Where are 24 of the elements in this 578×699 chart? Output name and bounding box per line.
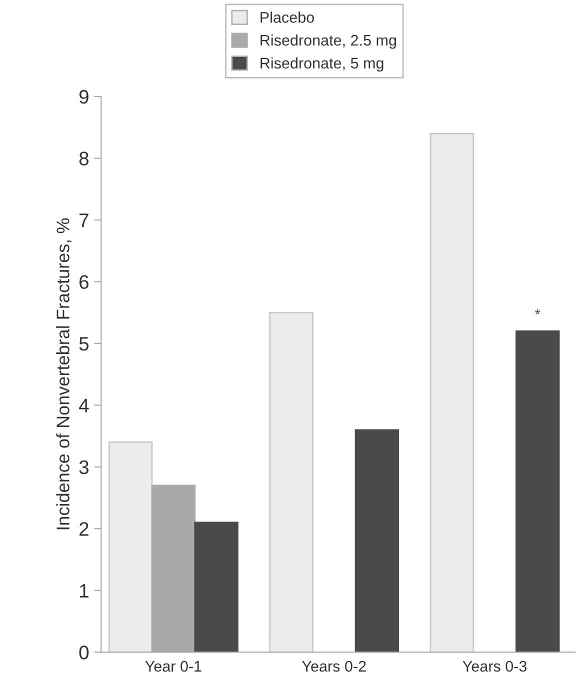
y-tick-label: 0 bbox=[79, 646, 89, 660]
bar bbox=[516, 330, 560, 652]
legend-label: Risedronate, 2.5 mg bbox=[260, 34, 396, 49]
y-tick-label: 5 bbox=[79, 337, 89, 351]
bar bbox=[269, 312, 314, 652]
y-tick-label: 6 bbox=[80, 275, 88, 289]
y-tick-label: 1 bbox=[80, 584, 88, 598]
annotation: * bbox=[534, 309, 540, 314]
y-tick-label: 8 bbox=[79, 152, 88, 166]
legend-label: Risedronate, 5 mg bbox=[260, 57, 384, 72]
y-axis-title: Incidence of Nonvertebral Fractures, % bbox=[56, 218, 72, 530]
bar bbox=[354, 429, 400, 652]
y-tick-label: 9 bbox=[79, 90, 88, 104]
x-tick-label: Years 0-3 bbox=[462, 660, 527, 672]
y-tick-label: 3 bbox=[79, 460, 88, 474]
y-tick-label: 7 bbox=[80, 214, 88, 227]
y-tick-label: 4 bbox=[78, 398, 89, 412]
bar bbox=[194, 522, 238, 652]
bar bbox=[108, 442, 153, 652]
x-tick-label: Year 0-1 bbox=[145, 660, 202, 672]
bar bbox=[430, 132, 474, 652]
y-tick-label: 2 bbox=[80, 522, 88, 536]
x-tick-label: Years 0-2 bbox=[302, 660, 366, 672]
legend-label: Placebo bbox=[260, 12, 314, 23]
